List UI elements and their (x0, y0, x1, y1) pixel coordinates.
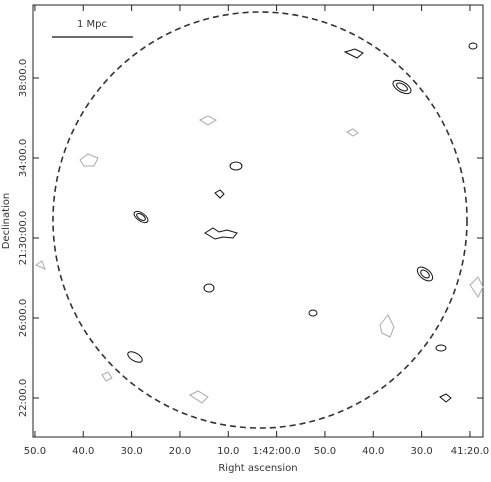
x-tick-label: 50.0 (314, 446, 336, 457)
x-tick-label: 30.0 (410, 446, 432, 457)
x-tick-label: 40.0 (362, 446, 384, 457)
contours (34, 42, 484, 404)
x-tick-label: 50.0 (24, 446, 46, 457)
y-axis-title: Declination (1, 193, 12, 250)
x-axis-title: Right ascension (218, 463, 297, 474)
x-tick-label: 1:42:00.0 (253, 446, 301, 457)
plot-frame (32, 4, 484, 438)
y-tick-label: 38:00.0 (18, 59, 29, 97)
x-tick-label: 30.0 (120, 446, 142, 457)
x-tick-label: 10.0 (217, 446, 239, 457)
aperture-circle (52, 11, 468, 429)
y-tick-label: 22:00.0 (18, 379, 29, 417)
scale-label: 1 Mpc (77, 19, 107, 30)
x-tick-label: 40.0 (72, 446, 94, 457)
y-tick-label: 21:30:00.0 (18, 211, 29, 265)
x-tick-label: 20.0 (169, 446, 191, 457)
x-tick-label: 41:20.0 (451, 446, 489, 457)
y-tick-label: 26:00.0 (18, 299, 29, 337)
y-tick-label: 34:00.0 (18, 139, 29, 177)
